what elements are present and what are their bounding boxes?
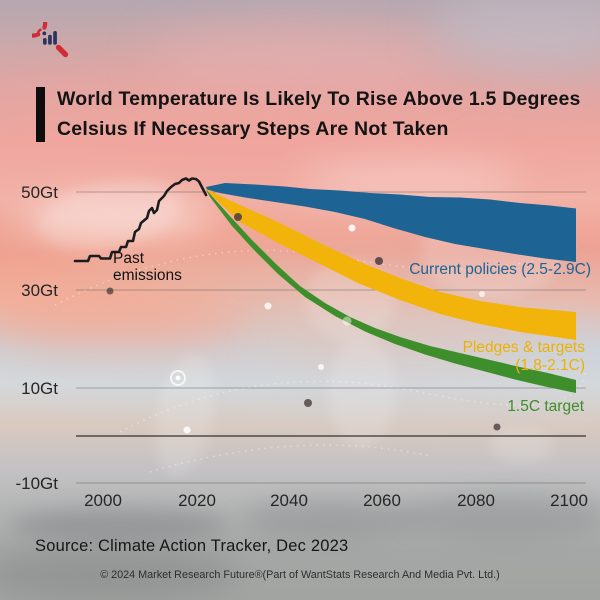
x-axis-label-2000: 2000 [84,491,122,510]
page-title-line-1: World Temperature Is Likely To Rise Abov… [57,88,581,110]
y-axis-label-50gt: 50Gt [21,183,58,202]
y-axis-label-minus10gt: -10Gt [15,474,58,493]
map-node-dots [106,213,501,434]
x-axis-label-2040: 2040 [270,491,308,510]
past-emissions-label: Past emissions [113,250,182,284]
y-axis-label-30gt: 30Gt [21,281,58,300]
footer-copyright: © 2024 Market Research Future®(Part of W… [100,569,500,581]
source-text: Source: Climate Action Tracker, Dec 2023 [35,537,349,555]
pledges-targets-band [206,189,576,340]
target-15c-band [206,189,576,393]
page-title: World Temperature Is Likely To Rise Abov… [57,84,587,144]
pledges-targets-label-line2: (1.8-2.1C) [515,357,585,374]
x-axis-label-2080: 2080 [457,491,495,510]
pledges-targets-label-line1: Pledges & targets [462,339,585,356]
page-title-line-2: Celsius If Necessary Steps Are Not Taken [57,118,449,140]
x-axis-label-2020: 2020 [178,491,216,510]
y-axis-label-10gt: 10Gt [21,379,58,398]
target-15c-label: 1.5C target [507,398,584,415]
x-axis-label-2060: 2060 [363,491,401,510]
current-policies-label: Current policies (2.5-2.9C) [409,261,591,278]
x-axis-label-2100: 2100 [550,491,588,510]
title-accent-bar [36,87,45,142]
current-policies-band [206,183,576,262]
gridlines [76,191,586,484]
past-emissions-line [73,177,208,263]
